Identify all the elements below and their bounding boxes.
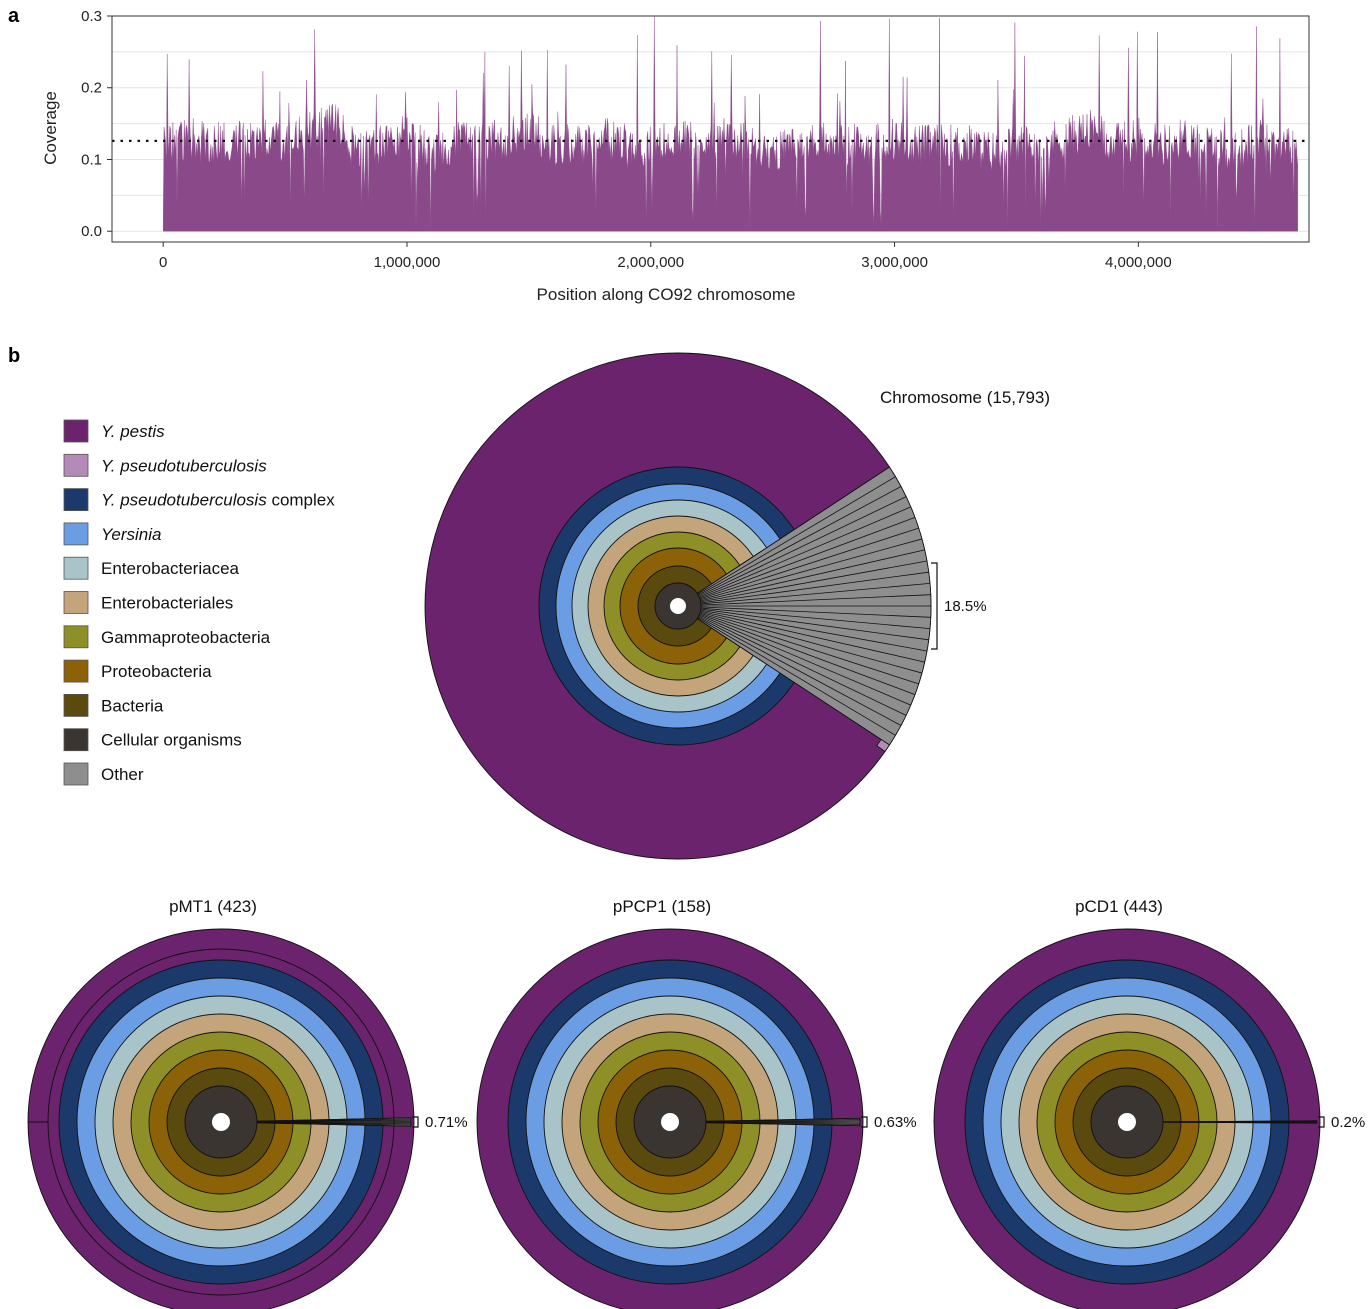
donut-center [212,1113,230,1131]
legend-label: Enterobacteriales [101,594,233,613]
legend-swatch [63,522,89,546]
chromosome-donut: 18.5% Chromosome (15,793) [424,352,1050,860]
legend-label: Yersinia [101,525,161,544]
legend-label: Bacteria [101,696,164,715]
percent-bracket [1318,1116,1325,1128]
coverage-chart: 0.0 0.1 0.2 0.3 0 1,000,000 2,000,000 3,000,00… [41,8,1310,304]
legend-label: Y. pseudotuberculosis complex [101,491,335,510]
wedge-line [697,466,890,594]
panel-label-b: b [8,345,20,367]
donut-center [661,1113,679,1131]
percent-label: 0.71% [425,1114,468,1131]
wedge-line [700,538,923,601]
donut-title: Chromosome (15,793) [880,388,1050,407]
coverage-series [163,16,1298,232]
x-tick-label: 2,000,000 [617,254,684,271]
wedge-line [699,517,916,599]
legend-swatch [63,488,89,512]
ppcp1-donut: 0.63% pPCP1 (158) [476,897,917,1309]
wedge-line [700,560,928,603]
donut-center [1118,1113,1136,1131]
wedge-line [700,607,931,629]
percent-label: 0.63% [874,1114,917,1131]
legend-swatch [63,419,89,443]
coverage-x-axis-label: Position along CO92 chromosome [537,285,796,304]
coverage-plot-frame [111,15,1310,243]
wedge-line [699,613,916,695]
panel-label-a: a [8,5,20,27]
y-pseudotuberculosis-wedge [876,738,891,753]
legend-label: Gammaproteobacteria [101,628,271,647]
x-tick-label: 0 [159,254,167,271]
legend-swatch [63,728,89,752]
x-tick-label: 3,000,000 [861,254,928,271]
x-tick-label: 1,000,000 [374,254,441,271]
wedge-line [697,476,896,595]
donut-title: pMT1 (423) [169,897,257,916]
wedge-line [700,594,931,606]
legend-swatch [63,556,89,580]
coverage-y-ticks: 0.0 0.1 0.2 0.3 [81,8,112,240]
legend-swatch [63,762,89,786]
wedge-line [698,616,902,726]
donut-title: pCD1 (443) [1075,897,1163,916]
wedge-line [700,610,925,663]
wedge-line [699,612,919,685]
y-tick-label: 0.0 [81,223,102,240]
percent-label: 0.2% [1331,1114,1365,1131]
coverage-area [163,16,1298,232]
legend-label: Enterobacteriacea [101,559,240,578]
wedge-line [697,618,890,746]
wedge-line [698,486,902,596]
donut-center [670,598,686,614]
pmt1-donut: 0.71% pMT1 (423) [27,897,468,1309]
legend: Y. pestis Y. pseudotuberculosis Y. pseudot… [63,419,335,786]
y-tick-label: 0.3 [81,8,102,25]
coverage-x-ticks: 0 1,000,000 2,000,000 3,000,000 4,000,000 [159,242,1172,271]
legend-label: Other [101,765,144,784]
legend-label: Cellular organisms [101,731,242,750]
wedge-line [705,1120,860,1123]
wedge-line [699,506,911,598]
y-tick-label: 0.1 [81,151,102,168]
percent-bracket [931,562,938,650]
wedge-line [698,615,907,716]
coverage-y-axis-label: Coverage [41,91,60,165]
wedge-line [697,617,896,736]
wedge-line [700,606,931,618]
wedge-line [705,1117,860,1122]
legend-swatch [63,591,89,614]
wedge-line [256,1122,411,1127]
x-tick-label: 4,000,000 [1105,254,1172,271]
wedge-line [1162,1121,1317,1124]
legend-swatch [63,659,89,683]
wedge-line [705,1121,860,1124]
wedge-line [705,1122,860,1127]
percent-label: 18.5% [944,598,987,615]
legend-swatch [63,453,89,477]
wedge-line [700,549,925,602]
legend-label: Y. pseudotuberculosis [101,456,267,475]
wedge-line [700,608,929,641]
donut-charts: 18.5%Chromosome (15,793)0.71%pMT1 (423)0… [27,352,1365,1309]
pcd1-donut: 0.2% pCD1 (443) [933,897,1365,1309]
wedge-line [699,614,911,706]
wedge-line [705,1119,860,1122]
wedge-line [705,1122,860,1125]
percent-bracket [412,1116,419,1128]
wedge-line [700,611,923,674]
legend-swatch [63,694,89,717]
percent-bracket [861,1116,868,1128]
legend-swatch [63,625,89,649]
y-tick-label: 0.2 [81,80,102,97]
legend-label: Proteobacteria [101,662,212,681]
wedge-line [698,496,907,597]
legend-label: Y. pestis [101,422,165,441]
wedge-line [700,609,928,652]
wedge-line [700,583,931,605]
wedge-line [699,527,919,600]
wedge-line [700,571,929,604]
donut-title: pPCP1 (158) [613,897,711,916]
